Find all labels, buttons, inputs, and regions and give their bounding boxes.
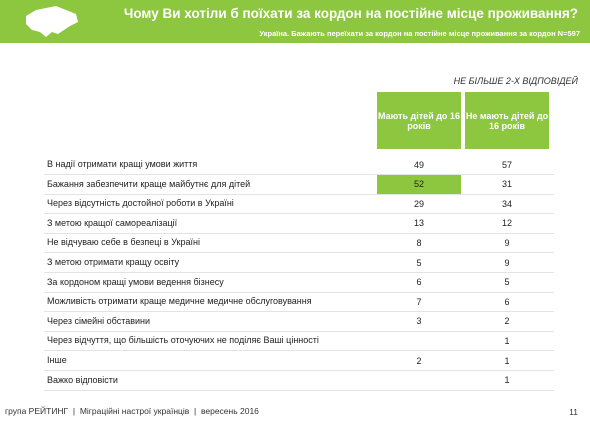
cell-value (377, 331, 461, 350)
cell-value: 6 (416, 277, 422, 288)
cell-value: 9 (504, 257, 510, 268)
row-label: За кордоном кращі умови ведення бізнесу (47, 276, 224, 287)
cell-value: 57 (501, 159, 512, 170)
column-header: Не мають дітей до 16 років (465, 92, 549, 149)
cell-value: 5 (416, 257, 422, 268)
note: НЕ БІЛЬШЕ 2-Х ВІДПОВІДЕЙ (453, 76, 578, 86)
row-label: Через відсутність достойної роботи в Укр… (47, 198, 234, 209)
table-row: Через сімейні обставини 3 2 (44, 312, 554, 332)
cell-value: 3 (416, 316, 422, 327)
footer: група РЕЙТИНГ | Міграційні настрої украї… (5, 406, 259, 416)
table-row: В надії отримати кращі умови життя 49 57 (44, 155, 554, 175)
cell-value: 52 (377, 174, 461, 194)
subtitle: Україна. Бажають переїхати за кордон на … (259, 29, 580, 38)
table-row: З метою кращої самореалізації 13 12 (44, 214, 554, 234)
cell-value: 1 (504, 355, 510, 366)
cell-value: 1 (504, 335, 510, 346)
table-row: Через відсутність достойної роботи в Укр… (44, 194, 554, 215)
table-row: Інше 2 1 (44, 351, 554, 371)
cell-value: 1 (504, 375, 510, 386)
row-label: Через відчуття, що більшість оточуючих н… (47, 335, 319, 346)
table-row: Важко відповісти 1 (44, 371, 554, 391)
table-row: З метою отримати кращу освіту 5 9 (44, 253, 554, 273)
cell-value: 5 (504, 277, 510, 288)
row-label: Через сімейні обставини (47, 315, 151, 326)
column-header: Мають дітей до 16 років (377, 92, 461, 149)
row-label: Можливість отримати краще медичне медичн… (47, 296, 312, 307)
row-label: З метою кращої самореалізації (47, 217, 178, 228)
cell-value: 49 (413, 159, 424, 170)
cell-value: 2 (416, 355, 422, 366)
cell-value: 9 (504, 237, 510, 248)
row-label: В надії отримати кращі умови життя (47, 159, 198, 169)
cell-value (377, 371, 461, 390)
map-icon (26, 6, 78, 37)
cell-value: 13 (413, 218, 424, 229)
row-label: З метою отримати кращу освіту (47, 257, 180, 267)
cell-value: 2 (504, 316, 510, 327)
header-bar (0, 0, 590, 43)
page-number: 11 (569, 407, 578, 417)
cell-value: 12 (501, 218, 512, 229)
table-row: Можливість отримати краще медичне медичн… (44, 292, 554, 313)
title: Чому Ви хотіли б поїхати за кордон на по… (123, 6, 578, 21)
row-label: Не відчуваю себе в безпеці в Україні (47, 237, 200, 248)
cell-value: 6 (504, 296, 510, 307)
cell-value: 29 (413, 198, 424, 209)
row-label: Важко відповісти (47, 374, 118, 385)
row-label: Бажання забезпечити краще майбутнє для д… (47, 178, 251, 189)
row-label: Інше (47, 355, 67, 365)
table-row: Через відчуття, що більшість оточуючих н… (44, 331, 554, 352)
table-row: Не відчуваю себе в безпеці в Україні 8 9 (44, 233, 554, 254)
cell-value: 34 (501, 198, 512, 209)
table-row: Бажання забезпечити краще майбутнє для д… (44, 174, 554, 195)
cell-value: 7 (416, 296, 422, 307)
cell-value: 31 (501, 179, 512, 190)
table-row: За кордоном кращі умови ведення бізнесу 6… (44, 273, 554, 293)
cell-value: 8 (416, 237, 422, 248)
